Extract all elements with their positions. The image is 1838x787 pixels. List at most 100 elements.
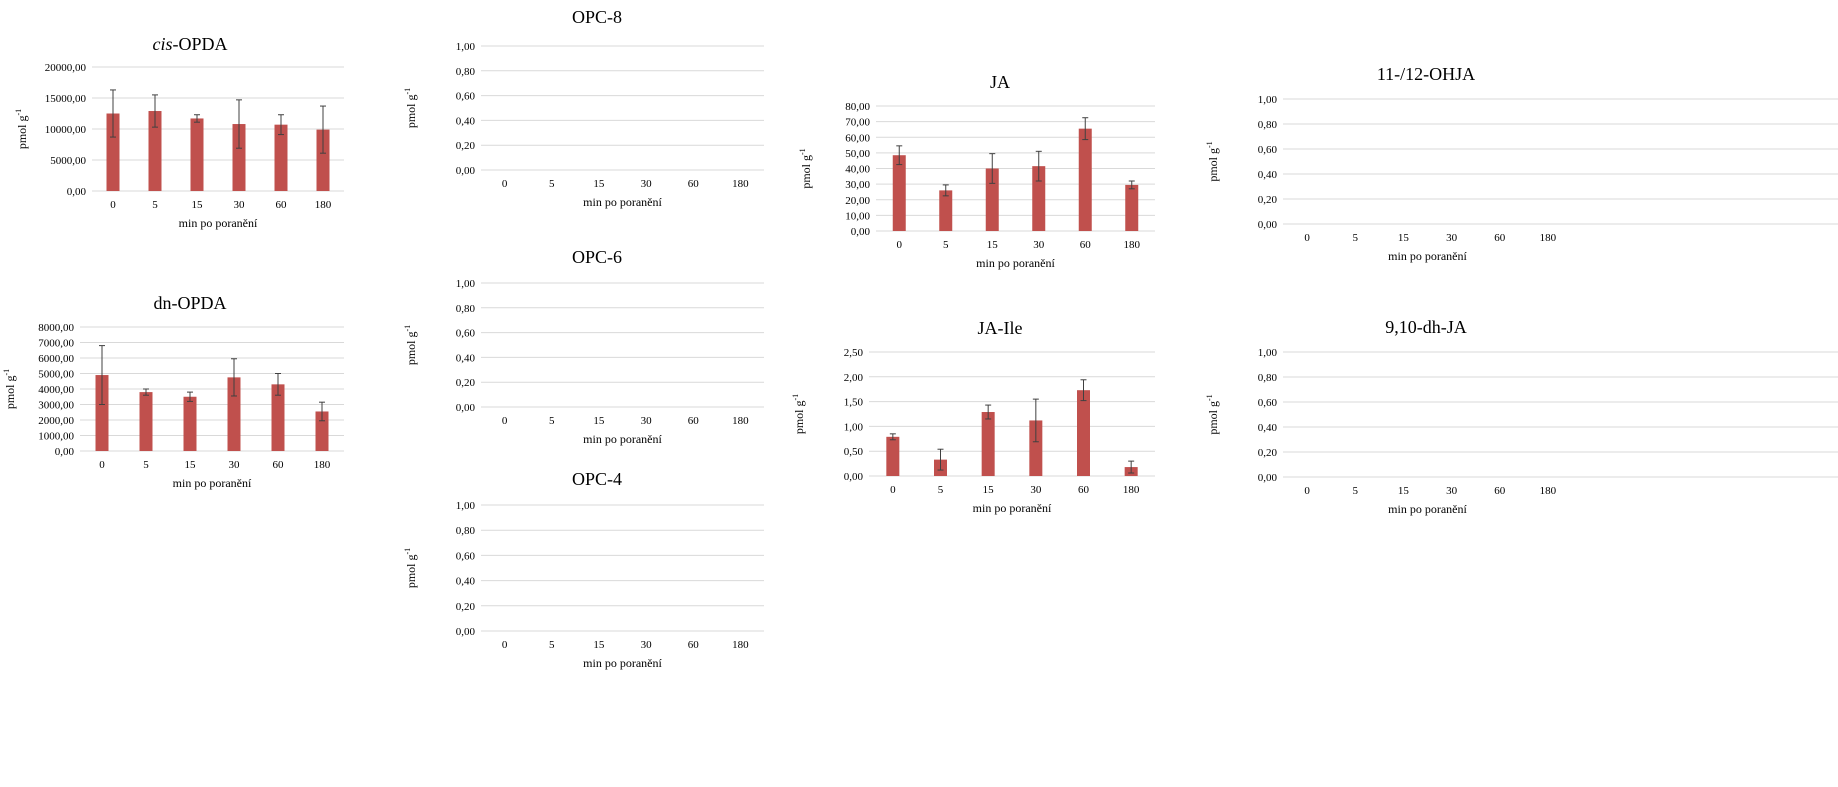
x-axis-label: min po poranění: [973, 501, 1052, 515]
x-tick-label: 15: [593, 415, 605, 427]
y-tick-label: 0,00: [456, 402, 476, 414]
y-tick-label: 0,80: [1258, 119, 1278, 131]
x-tick-label: 30: [641, 639, 653, 651]
y-tick-label: 0,00: [844, 471, 864, 483]
chart-opc-4: OPC-4 0,00 0,20 0,40 0,60 0,80 1,00 0 5 15 30 60 180…: [403, 469, 764, 670]
y-tick-label: 1,00: [1258, 94, 1278, 106]
y-tick-label: 0,00: [67, 186, 87, 198]
y-tick-label: 5000,00: [50, 155, 86, 167]
bar: [316, 129, 330, 191]
y-tick-label: 0,60: [456, 328, 476, 340]
y-tick-label: 0,00: [55, 446, 75, 458]
bar: [148, 111, 162, 191]
y-axis-label-base: pmol g: [792, 401, 806, 435]
chart-ohja: 11-/12-OHJA 0,00 0,20 0,40 0,60 0,80 1,00 0 5 15 3…: [1205, 64, 1838, 263]
chart-title-text: OPC-6: [572, 247, 622, 267]
chart-title: JA-Ile: [978, 318, 1023, 338]
x-tick-label: 30: [641, 415, 653, 427]
y-tick-label: 0,20: [1258, 447, 1278, 459]
y-tick-label: 0,40: [456, 352, 476, 364]
y-axis-label-base: pmol g: [15, 116, 29, 150]
x-tick-label: 5: [1353, 232, 1359, 244]
y-axis-label: pmol g-1: [798, 148, 813, 188]
y-axis-label-base: pmol g: [3, 376, 17, 410]
y-axis-label-base: pmol g: [799, 155, 813, 189]
x-tick-label: 5: [549, 415, 555, 427]
bar: [892, 155, 906, 231]
y-axis-label: pmol g-1: [14, 109, 29, 149]
y-tick-label: 15000,00: [45, 93, 87, 105]
y-tick-label: 0,00: [456, 626, 476, 638]
bar: [106, 113, 120, 191]
x-tick-label: 0: [502, 178, 508, 190]
y-axis-label-sup: -1: [1205, 394, 1214, 401]
x-tick-label: 15: [185, 459, 197, 471]
x-tick-label: 180: [732, 639, 749, 651]
chart-title: cis-OPDA: [152, 34, 227, 54]
chart-title: OPC-4: [572, 469, 622, 489]
y-tick-label: 60,00: [845, 132, 870, 144]
x-tick-label: 0: [1304, 232, 1310, 244]
y-tick-label: 1,00: [456, 500, 476, 512]
y-tick-label: 8000,00: [38, 322, 74, 334]
y-axis-label-sup: -1: [2, 369, 11, 376]
chart-dn-opda: dn-OPDA 0,00 1000,00 2000,00 3000,00 4000,00 5…: [2, 293, 344, 490]
x-tick-label: 30: [229, 459, 241, 471]
x-tick-label: 30: [1030, 484, 1042, 496]
y-tick-label: 0,20: [456, 601, 476, 613]
x-axis-label: min po poranění: [173, 476, 252, 490]
bar: [271, 384, 285, 451]
y-tick-label: 0,00: [851, 226, 871, 238]
chart-cis-opda: cis-OPDA 0,00 5000,00 10000,00 15000,00 20000…: [14, 34, 344, 230]
bar: [886, 436, 900, 476]
x-tick-label: 5: [549, 639, 555, 651]
x-tick-label: 60: [688, 639, 700, 651]
x-tick-label: 180: [1123, 484, 1140, 496]
y-axis-label: pmol g-1: [403, 325, 418, 365]
bar: [274, 124, 288, 191]
x-tick-label: 30: [234, 199, 246, 211]
chart-title-text: -OPDA: [172, 34, 227, 54]
y-tick-label: 4000,00: [38, 384, 74, 396]
y-tick-label: 0,80: [1258, 372, 1278, 384]
y-tick-label: 0,50: [844, 446, 864, 458]
chart-opc-6: OPC-6 0,00 0,20 0,40 0,60 0,80 1,00 0 5 15 30 60 180…: [403, 247, 764, 446]
y-tick-label: 1,00: [456, 278, 476, 290]
chart-title: 11-/12-OHJA: [1377, 64, 1475, 84]
y-tick-label: 0,40: [456, 576, 476, 588]
x-tick-label: 30: [1446, 485, 1458, 497]
y-axis-label-sup: -1: [403, 88, 412, 95]
bar: [1077, 390, 1090, 476]
y-axis-label-base: pmol g: [404, 95, 418, 129]
bar: [227, 377, 241, 451]
y-tick-label: 0,80: [456, 525, 476, 537]
x-tick-label: 180: [1540, 232, 1557, 244]
y-tick-label: 2000,00: [38, 415, 74, 427]
chart-title-text: 11-/12-OHJA: [1377, 64, 1475, 84]
y-tick-label: 0,20: [1258, 194, 1278, 206]
y-axis-label: pmol g-1: [791, 394, 806, 434]
bar: [985, 168, 999, 231]
chart-title: dn-OPDA: [153, 293, 226, 313]
bar: [183, 396, 197, 451]
x-axis-label: min po poranění: [1388, 502, 1467, 516]
x-tick-label: 15: [987, 239, 999, 251]
y-axis-label-base: pmol g: [1206, 401, 1220, 435]
y-tick-label: 50,00: [845, 148, 870, 160]
x-tick-label: 30: [1033, 239, 1045, 251]
chart-title-text: 9,10-dh-JA: [1385, 317, 1467, 337]
y-tick-label: 40,00: [845, 164, 870, 176]
bar: [981, 412, 995, 476]
x-tick-label: 60: [1080, 239, 1092, 251]
y-axis-label: pmol g-1: [403, 88, 418, 128]
x-tick-label: 60: [1494, 485, 1506, 497]
bar: [139, 392, 153, 451]
y-axis-label-sup: -1: [791, 394, 800, 401]
y-axis-label-sup: -1: [403, 548, 412, 555]
x-tick-label: 180: [732, 178, 749, 190]
x-tick-label: 5: [938, 484, 944, 496]
y-tick-label: 70,00: [845, 117, 870, 129]
bar: [232, 124, 246, 191]
x-tick-label: 0: [502, 639, 508, 651]
y-tick-label: 0,60: [456, 91, 476, 103]
